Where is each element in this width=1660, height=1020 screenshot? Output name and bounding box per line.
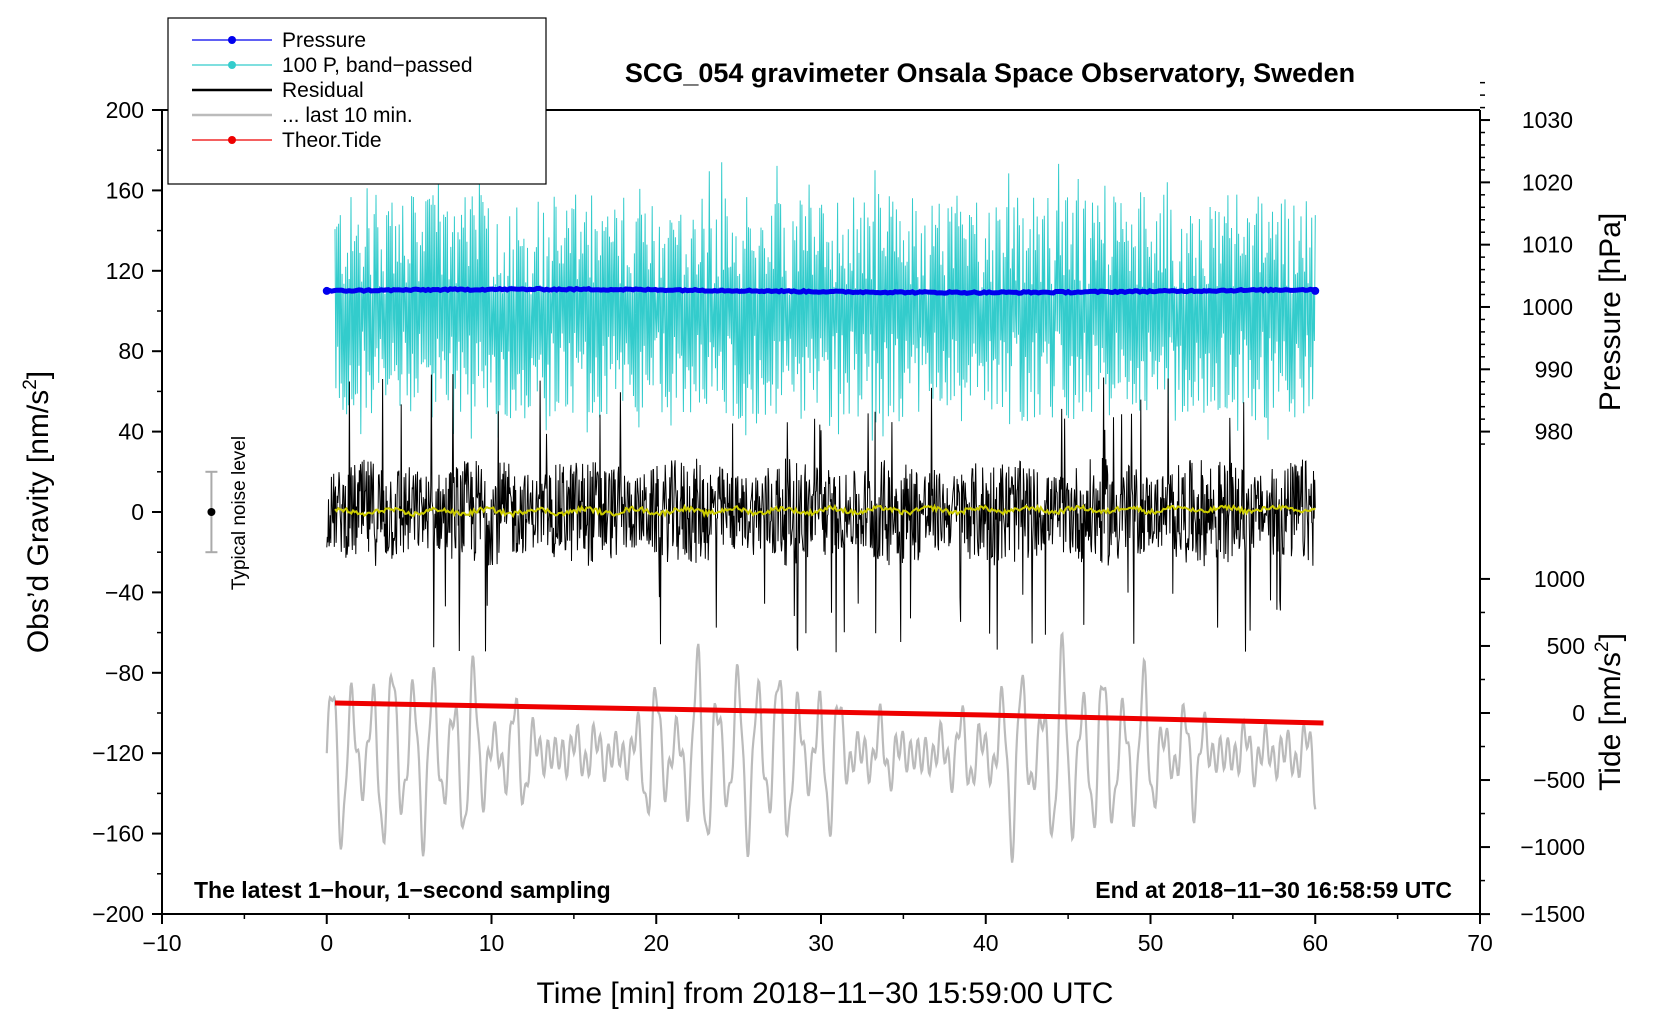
- series-layer: [205, 162, 1324, 863]
- x-tick-label: 50: [1138, 930, 1164, 956]
- y-axis-label-text: Obs’d Gravity [nm/s: [22, 390, 55, 653]
- legend-item: 100 P, band−passed: [192, 54, 473, 77]
- legend-item: Theor.Tide: [192, 129, 382, 152]
- x-tick-label: −10: [142, 930, 181, 956]
- x-tick-label: 40: [973, 930, 999, 956]
- tide-tick-label: 1000: [1534, 566, 1585, 592]
- tide-axis-label: Tide [nm/s2]: [1592, 633, 1627, 791]
- x-tick-label: 60: [1302, 930, 1328, 956]
- annotation-end-time: End at 2018−11−30 16:58:59 UTC: [1095, 877, 1452, 903]
- pressure-endpoint-1: [1311, 286, 1320, 295]
- series-pressure: [326, 285, 1316, 296]
- legend-item: ... last 10 min.: [192, 104, 413, 127]
- x-axis-label: Time [min] from 2018−11−30 15:59:00 UTC: [537, 977, 1114, 1010]
- y-axis-label: Obs’d Gravity [nm/s2]: [20, 371, 55, 653]
- y-tick-label: −160: [92, 821, 144, 847]
- pressure-tick-label: 1000: [1522, 294, 1573, 320]
- tide-axis-label-text: Tide [nm/s: [1594, 652, 1627, 791]
- x-tick-label: 0: [320, 930, 333, 956]
- series-theor-tide: [334, 700, 1324, 726]
- legend-label: Residual: [282, 79, 364, 102]
- chart-title: SCG_054 gravimeter Onsala Space Observat…: [625, 58, 1355, 88]
- pressure-tick-label: 990: [1535, 356, 1573, 382]
- x-tick-label: 10: [479, 930, 505, 956]
- tide-axis-label-sup: 2: [1592, 641, 1613, 652]
- tide-axis-label-close: ]: [1594, 633, 1627, 641]
- tide-tick-label: 500: [1547, 633, 1585, 659]
- legend-label: Theor.Tide: [282, 129, 382, 152]
- pressure-tick-label: 1030: [1522, 107, 1573, 133]
- y-tick-label: 200: [106, 97, 144, 123]
- annotation-sampling: The latest 1−hour, 1−second sampling: [194, 877, 611, 903]
- y-axis-label-close: ]: [22, 371, 55, 379]
- legend-marker: [228, 136, 236, 144]
- noise-bar-center: [207, 508, 216, 516]
- x-tick-label: 70: [1467, 930, 1493, 956]
- x-tick-label: 30: [808, 930, 834, 956]
- y-tick-label: −120: [92, 740, 144, 766]
- pressure-tick-label: 1010: [1522, 232, 1573, 258]
- legend-marker: [228, 61, 236, 69]
- pressure-axis-label: Pressure [hPa]: [1594, 213, 1627, 411]
- noise-level-label: Typical noise level: [229, 436, 250, 590]
- legend-label: ... last 10 min.: [282, 104, 413, 127]
- tide-tick-label: 0: [1572, 700, 1585, 726]
- y-tick-label: 120: [106, 258, 144, 284]
- legend-item: Residual: [192, 79, 364, 102]
- tide-tick-label: −1000: [1520, 834, 1585, 860]
- legend-marker: [228, 36, 236, 44]
- series-residual: [326, 374, 1316, 653]
- legend-item: Pressure: [192, 29, 366, 52]
- y-tick-label: 160: [106, 177, 144, 203]
- y-tick-label: −200: [92, 901, 144, 927]
- y-tick-label: 0: [131, 499, 144, 525]
- x-tick-label: 20: [643, 930, 669, 956]
- legend-label: Pressure: [282, 29, 366, 52]
- legend-label: 100 P, band−passed: [282, 54, 473, 77]
- y-tick-label: −80: [105, 660, 144, 686]
- y-tick-label: 40: [118, 419, 144, 445]
- y-axis-label-sup: 2: [20, 379, 41, 390]
- series-band-passed-pressure: [334, 162, 1316, 441]
- noise-bar: [205, 470, 218, 554]
- tide-tick-label: −1500: [1520, 901, 1585, 927]
- pressure-tick-label: 980: [1535, 419, 1573, 445]
- legend-box: [167, 17, 547, 185]
- tick-layer: −10 0 10 20 30 40 50 60 70−200−160−120−80−400408…: [92, 81, 1585, 956]
- tide-tick-label: −500: [1533, 767, 1585, 793]
- series-last-10-min: [325, 631, 1317, 863]
- pressure-endpoint-0: [322, 286, 331, 295]
- pressure-tick-label: 1020: [1522, 169, 1573, 195]
- series-residual-smoothed: [334, 503, 1316, 519]
- y-tick-label: 80: [118, 338, 144, 364]
- y-tick-label: −40: [105, 579, 144, 605]
